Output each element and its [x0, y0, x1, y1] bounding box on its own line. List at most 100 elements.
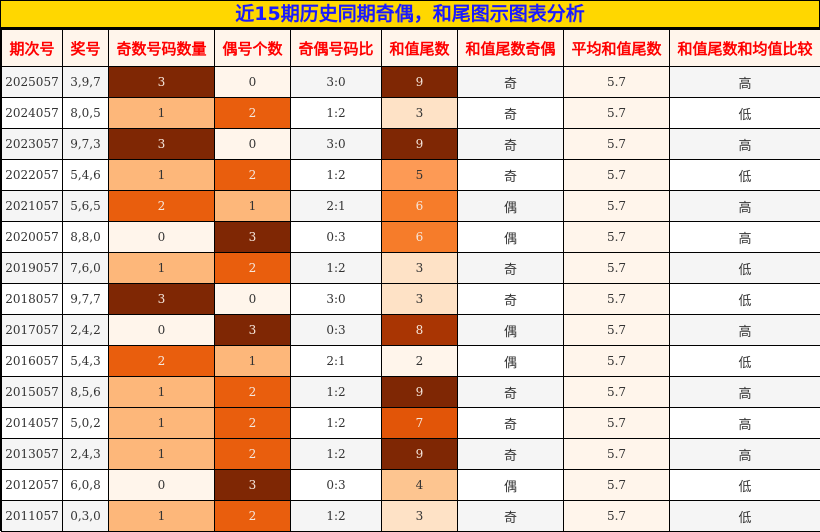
numbers-cell: 7,6,0: [63, 253, 109, 284]
avg-tail-cell: 5.7: [564, 377, 670, 408]
sum-tail-cell: 6: [382, 222, 458, 253]
column-header: 平均和值尾数: [564, 30, 670, 67]
sum-tail-cell: 2: [382, 346, 458, 377]
page-title: 近15期历史同期奇偶，和尾图示图表分析: [1, 1, 819, 29]
sum-tail-cell: 3: [382, 253, 458, 284]
avg-tail-cell: 5.7: [564, 67, 670, 98]
avg-tail-cell: 5.7: [564, 191, 670, 222]
even-count-cell: 2: [215, 408, 291, 439]
odd-count-cell: 2: [109, 191, 215, 222]
odd-count-cell: 1: [109, 408, 215, 439]
sum-tail-cell: 9: [382, 377, 458, 408]
numbers-cell: 8,5,6: [63, 377, 109, 408]
numbers-cell: 0,3,0: [63, 501, 109, 532]
numbers-cell: 5,4,6: [63, 160, 109, 191]
avg-tail-cell: 5.7: [564, 129, 670, 160]
odd-count-cell: 0: [109, 470, 215, 501]
column-header: 和值尾数奇偶: [458, 30, 564, 67]
compare-cell: 低: [670, 253, 820, 284]
avg-tail-cell: 5.7: [564, 98, 670, 129]
ratio-cell: 1:2: [291, 160, 382, 191]
analysis-table: 期次号奖号奇数号码数量偶号个数奇偶号码比和值尾数和值尾数奇偶平均和值尾数和值尾数…: [1, 29, 820, 532]
compare-cell: 高: [670, 408, 820, 439]
odd-count-cell: 3: [109, 129, 215, 160]
even-count-cell: 1: [215, 191, 291, 222]
sum-tail-cell: 3: [382, 284, 458, 315]
odd-count-cell: 3: [109, 284, 215, 315]
column-header: 奇数号码数量: [109, 30, 215, 67]
header-row: 期次号奖号奇数号码数量偶号个数奇偶号码比和值尾数和值尾数奇偶平均和值尾数和值尾数…: [2, 30, 820, 67]
sum-tail-cell: 3: [382, 501, 458, 532]
sum-tail-cell: 6: [382, 191, 458, 222]
ratio-cell: 1:2: [291, 501, 382, 532]
odd-count-cell: 1: [109, 439, 215, 470]
even-count-cell: 3: [215, 470, 291, 501]
numbers-cell: 5,4,3: [63, 346, 109, 377]
numbers-cell: 3,9,7: [63, 67, 109, 98]
issue-cell: 2012057: [2, 470, 63, 501]
even-count-cell: 2: [215, 160, 291, 191]
tail-parity-cell: 奇: [458, 501, 564, 532]
issue-cell: 2023057: [2, 129, 63, 160]
avg-tail-cell: 5.7: [564, 253, 670, 284]
ratio-cell: 3:0: [291, 284, 382, 315]
avg-tail-cell: 5.7: [564, 222, 670, 253]
compare-cell: 高: [670, 129, 820, 160]
issue-cell: 2018057: [2, 284, 63, 315]
avg-tail-cell: 5.7: [564, 408, 670, 439]
tail-parity-cell: 奇: [458, 284, 564, 315]
odd-count-cell: 2: [109, 346, 215, 377]
odd-count-cell: 1: [109, 160, 215, 191]
ratio-cell: 1:2: [291, 439, 382, 470]
even-count-cell: 2: [215, 377, 291, 408]
odd-count-cell: 3: [109, 67, 215, 98]
issue-cell: 2017057: [2, 315, 63, 346]
tail-parity-cell: 奇: [458, 160, 564, 191]
sum-tail-cell: 9: [382, 439, 458, 470]
tail-parity-cell: 偶: [458, 222, 564, 253]
issue-cell: 2015057: [2, 377, 63, 408]
avg-tail-cell: 5.7: [564, 439, 670, 470]
sum-tail-cell: 5: [382, 160, 458, 191]
even-count-cell: 3: [215, 222, 291, 253]
tail-parity-cell: 奇: [458, 67, 564, 98]
numbers-cell: 6,0,8: [63, 470, 109, 501]
sum-tail-cell: 4: [382, 470, 458, 501]
even-count-cell: 2: [215, 439, 291, 470]
numbers-cell: 5,6,5: [63, 191, 109, 222]
ratio-cell: 1:2: [291, 253, 382, 284]
issue-cell: 2021057: [2, 191, 63, 222]
numbers-cell: 8,0,5: [63, 98, 109, 129]
numbers-cell: 8,8,0: [63, 222, 109, 253]
compare-cell: 低: [670, 284, 820, 315]
tail-parity-cell: 奇: [458, 253, 564, 284]
ratio-cell: 3:0: [291, 129, 382, 160]
even-count-cell: 2: [215, 98, 291, 129]
tail-parity-cell: 奇: [458, 129, 564, 160]
issue-cell: 2020057: [2, 222, 63, 253]
sum-tail-cell: 7: [382, 408, 458, 439]
compare-cell: 低: [670, 98, 820, 129]
avg-tail-cell: 5.7: [564, 315, 670, 346]
odd-count-cell: 0: [109, 222, 215, 253]
avg-tail-cell: 5.7: [564, 160, 670, 191]
issue-cell: 2024057: [2, 98, 63, 129]
issue-cell: 2016057: [2, 346, 63, 377]
odd-count-cell: 1: [109, 253, 215, 284]
ratio-cell: 2:1: [291, 191, 382, 222]
issue-cell: 2022057: [2, 160, 63, 191]
column-header: 和值尾数: [382, 30, 458, 67]
even-count-cell: 3: [215, 315, 291, 346]
tail-parity-cell: 偶: [458, 191, 564, 222]
